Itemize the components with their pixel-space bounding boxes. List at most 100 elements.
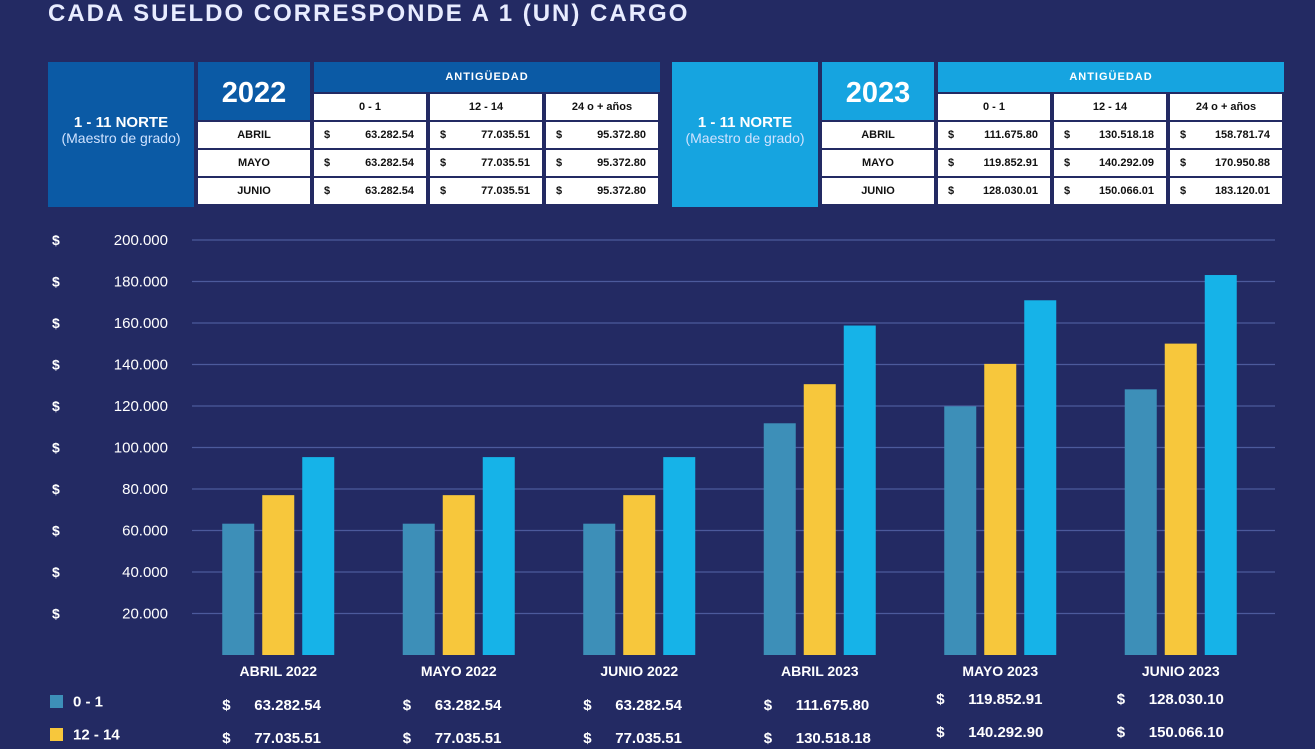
- column-header: 24 o + años: [546, 94, 658, 120]
- y-tick-currency: $: [52, 232, 60, 248]
- bar-0-1: [583, 523, 616, 655]
- x-category-label: JUNIO 2023: [1142, 663, 1220, 679]
- currency-symbol: $: [440, 129, 447, 141]
- currency-symbol: $: [583, 730, 592, 747]
- value-cell: $150.066.01: [1054, 178, 1166, 204]
- currency-symbol: $: [948, 185, 955, 197]
- bar-0-1: [763, 423, 796, 655]
- month-cell: JUNIO: [822, 178, 934, 204]
- value-text: 130.518.18: [1098, 129, 1154, 141]
- value-text: 119.852.91: [983, 157, 1038, 169]
- y-tick-label: 140.000: [114, 357, 168, 374]
- currency-symbol: $: [556, 129, 563, 141]
- currency-symbol: $: [948, 129, 955, 141]
- month-cell: JUNIO: [198, 178, 310, 204]
- page-title: CADA SUELDO CORRESPONDE A 1 (UN) CARGO: [48, 0, 690, 27]
- value-cell: $63.282.54: [314, 150, 426, 176]
- y-tick-label: 200.000: [114, 232, 168, 249]
- column-header: 12 - 14: [1054, 94, 1166, 120]
- column-header: 0 - 1: [938, 94, 1050, 120]
- bar-0-1: [222, 523, 255, 655]
- legend-swatch: [50, 728, 63, 742]
- y-tick-label: 80.000: [122, 481, 168, 498]
- y-tick-label: 120.000: [114, 398, 168, 415]
- currency-symbol: $: [936, 724, 945, 741]
- value-text: 140.292.90: [968, 724, 1044, 741]
- value-cell: $95.372.80: [546, 178, 658, 204]
- value-text: 63.282.54: [615, 697, 682, 714]
- currency-symbol: $: [440, 157, 447, 169]
- value-text: 77.035.51: [615, 730, 682, 747]
- legend-label: 12 - 14: [73, 726, 120, 744]
- region-label: 1 - 11 NORTE (Maestro de grado): [48, 62, 194, 207]
- value-text: 140.292.09: [1098, 157, 1154, 169]
- value-text: 170.950.88: [1214, 157, 1270, 169]
- bar-12-14: [803, 384, 836, 655]
- y-tick-label: 20.000: [122, 606, 168, 623]
- x-category-label: MAYO 2022: [421, 663, 497, 679]
- column-header: 0 - 1: [314, 94, 426, 120]
- value-cell: $158.781.74: [1170, 122, 1282, 148]
- y-tick-currency: $: [52, 481, 60, 497]
- bar-24oplusaños: [1204, 275, 1237, 655]
- column-header: 24 o + años: [1170, 94, 1282, 120]
- currency-symbol: $: [324, 129, 331, 141]
- x-category-label: JUNIO 2022: [600, 663, 678, 679]
- y-tick-currency: $: [52, 357, 60, 373]
- y-tick-currency: $: [52, 315, 60, 331]
- value-text: 63.282.54: [254, 697, 321, 714]
- value-text: 63.282.54: [365, 157, 414, 169]
- bar-24oplusaños: [1024, 300, 1057, 655]
- value-text: 119.852.91: [968, 691, 1043, 708]
- y-tick-label: 160.000: [114, 315, 168, 332]
- currency-symbol: $: [402, 730, 412, 747]
- value-text: 130.518.18: [795, 730, 871, 747]
- currency-symbol: $: [948, 157, 955, 169]
- role-name: (Maestro de grado): [61, 130, 181, 146]
- value-text: 111.675.80: [984, 129, 1038, 141]
- bar-12-14: [262, 495, 295, 655]
- x-category-label: ABRIL 2022: [239, 663, 317, 679]
- month-cell: MAYO: [822, 150, 934, 176]
- value-cell: $95.372.80: [546, 150, 658, 176]
- currency-symbol: $: [222, 730, 231, 747]
- value-cell: $77.035.51: [430, 122, 542, 148]
- bar-12-14: [442, 495, 475, 655]
- value-text: 77.035.51: [434, 730, 502, 747]
- currency-symbol: $: [440, 185, 447, 197]
- y-tick-currency: $: [52, 523, 60, 539]
- value-cell: $119.852.91: [938, 150, 1050, 176]
- legend-item: 12 - 14: [50, 726, 120, 744]
- region-label: 1 - 11 NORTE (Maestro de grado): [672, 62, 818, 207]
- bar-24oplusaños: [302, 457, 335, 655]
- currency-symbol: $: [324, 157, 331, 169]
- value-text: 77.035.51: [481, 185, 530, 197]
- salary-table-2022: 1 - 11 NORTE (Maestro de grado) 2022 ANTIGÜ…: [48, 62, 660, 207]
- value-text: 95.372.80: [597, 129, 646, 141]
- currency-symbol: $: [402, 697, 412, 714]
- value-text: 63.282.54: [434, 697, 502, 714]
- value-text: 111.675.80: [795, 697, 870, 714]
- currency-symbol: $: [1180, 185, 1187, 197]
- year-header: 2023: [822, 62, 934, 120]
- currency-symbol: $: [1064, 185, 1071, 197]
- value-text: 150.066.01: [1098, 185, 1154, 197]
- bar-12-14: [984, 363, 1017, 655]
- currency-symbol: $: [556, 185, 563, 197]
- region-name: 1 - 11 NORTE: [697, 114, 793, 131]
- value-text: 128.030.10: [1148, 691, 1224, 708]
- value-text: 158.781.74: [1214, 129, 1270, 141]
- value-text: 150.066.10: [1148, 724, 1224, 741]
- bar-24oplusaños: [482, 457, 515, 655]
- currency-symbol: $: [763, 697, 773, 714]
- region-name: 1 - 11 NORTE: [73, 114, 169, 131]
- bar-12-14: [1164, 343, 1197, 655]
- currency-symbol: $: [1064, 129, 1071, 141]
- y-tick-label: 100.000: [114, 440, 168, 457]
- antiguedad-header: ANTIGÜEDAD: [938, 62, 1284, 92]
- currency-symbol: $: [324, 185, 331, 197]
- year-header: 2022: [198, 62, 310, 120]
- currency-symbol: $: [556, 157, 563, 169]
- y-tick-currency: $: [52, 606, 60, 622]
